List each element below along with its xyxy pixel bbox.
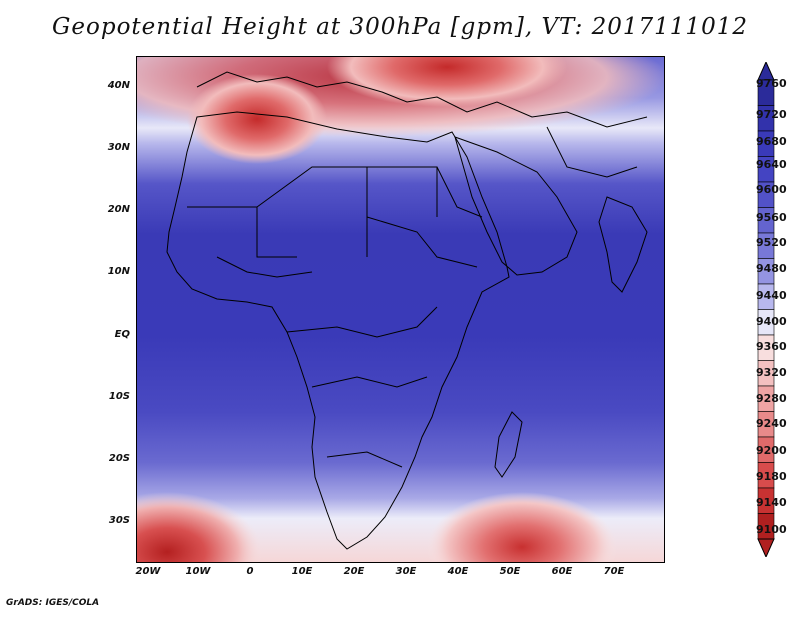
lon-label-30e: 30E	[395, 566, 417, 577]
lat-label-20n: 20N	[107, 204, 130, 215]
colorbar-label-9480: 9480	[756, 262, 787, 275]
colorbar	[757, 62, 775, 557]
lon-label-10e: 10E	[291, 566, 313, 577]
lat-label-20s: 20S	[108, 453, 130, 464]
colorbar-label-9360: 9360	[756, 340, 787, 353]
colorbar-label-9240: 9240	[756, 417, 787, 430]
lon-label-70e: 70E	[603, 566, 625, 577]
colorbar-label-9600: 9600	[756, 183, 787, 196]
colorbar-label-9720: 9720	[756, 108, 787, 121]
lon-label-50e: 50E	[499, 566, 521, 577]
lat-label-10n: 10N	[107, 266, 130, 277]
lon-label-20e: 20E	[343, 566, 365, 577]
grads-credit: GrADS: IGES/COLA	[6, 598, 100, 608]
lon-label-10w: 10W	[185, 566, 211, 577]
colorbar-label-9320: 9320	[756, 366, 787, 379]
map-field	[137, 57, 664, 562]
map-title: Geopotential Height at 300hPa [gpm], VT:…	[52, 14, 748, 40]
colorbar-label-9200: 9200	[756, 444, 787, 457]
lat-label-10s: 10S	[108, 391, 130, 402]
colorbar-label-9400: 9400	[756, 315, 787, 328]
colorbar-label-9760: 9760	[756, 77, 787, 90]
colorbar-label-9520: 9520	[756, 236, 787, 249]
lon-label-40e: 40E	[447, 566, 469, 577]
colorbar-label-9100: 9100	[756, 523, 787, 536]
colorbar-label-9440: 9440	[756, 289, 787, 302]
lon-label-20w: 20W	[135, 566, 161, 577]
lon-label-60e: 60E	[551, 566, 573, 577]
lat-label-30n: 30N	[107, 142, 130, 153]
colorbar-label-9280: 9280	[756, 392, 787, 405]
map-plot	[136, 56, 665, 563]
colorbar-label-9640: 9640	[756, 158, 787, 171]
colorbar-label-9180: 9180	[756, 470, 787, 483]
lon-label-0: 0	[246, 566, 254, 577]
colorbar-arrow-bottom	[757, 538, 775, 557]
colorbar-label-9680: 9680	[756, 135, 787, 148]
colorbar-label-9560: 9560	[756, 211, 787, 224]
lat-label-30s: 30S	[108, 515, 130, 526]
colorbar-label-9140: 9140	[756, 496, 787, 509]
lat-label-eq: EQ	[114, 329, 130, 340]
lat-label-40n: 40N	[107, 80, 130, 91]
